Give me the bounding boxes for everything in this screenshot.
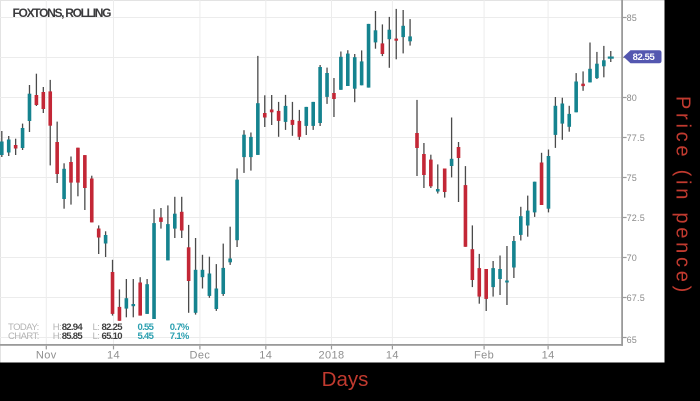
svg-text:82.94: 82.94 xyxy=(62,322,84,333)
svg-text:14: 14 xyxy=(386,350,399,362)
svg-text:14: 14 xyxy=(259,350,272,362)
svg-text:82.25: 82.25 xyxy=(102,322,124,333)
svg-text:Nov: Nov xyxy=(36,350,57,362)
svg-text:65: 65 xyxy=(627,335,637,345)
svg-text:L:: L: xyxy=(93,322,100,333)
svg-text:77.5: 77.5 xyxy=(627,133,645,143)
svg-text:0.55: 0.55 xyxy=(138,322,155,333)
svg-text:0.7%: 0.7% xyxy=(170,322,190,333)
svg-text:Feb: Feb xyxy=(474,350,494,362)
svg-text:85: 85 xyxy=(627,13,637,23)
svg-text:FOXTONS, ROLLING: FOXTONS, ROLLING xyxy=(13,6,112,20)
svg-text:67.5: 67.5 xyxy=(627,293,645,303)
svg-text:5.45: 5.45 xyxy=(138,331,155,342)
svg-text:Price (in pence): Price (in pence) xyxy=(672,96,694,296)
svg-text:H:: H: xyxy=(53,322,61,333)
svg-text:82.55: 82.55 xyxy=(633,52,656,63)
svg-text:Days: Days xyxy=(322,368,369,391)
svg-text:TODAY:: TODAY: xyxy=(8,322,39,333)
svg-text:Dec: Dec xyxy=(190,350,211,362)
svg-text:CHART:: CHART: xyxy=(8,331,39,342)
svg-text:72.5: 72.5 xyxy=(627,213,645,223)
svg-text:75: 75 xyxy=(627,173,637,183)
svg-text:70: 70 xyxy=(627,253,637,263)
svg-text:85.85: 85.85 xyxy=(62,331,84,342)
svg-text:65.10: 65.10 xyxy=(102,331,123,342)
svg-text:L:: L: xyxy=(93,331,100,342)
svg-text:14: 14 xyxy=(107,350,120,362)
svg-text:14: 14 xyxy=(542,350,555,362)
svg-text:H:: H: xyxy=(53,331,61,342)
svg-text:7.1%: 7.1% xyxy=(170,331,190,342)
svg-text:80: 80 xyxy=(627,93,637,103)
svg-text:2018: 2018 xyxy=(318,350,344,362)
